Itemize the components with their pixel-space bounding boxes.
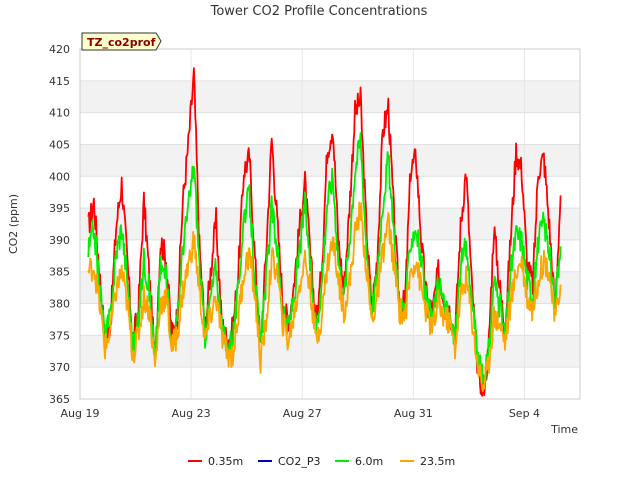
y-tick-label: 385 (49, 266, 70, 279)
y-tick-label: 365 (49, 393, 70, 406)
x-tick-label: Aug 23 (172, 407, 211, 420)
y-tick-label: 370 (49, 361, 70, 374)
y-tick-label: 420 (49, 43, 70, 56)
y-tick-label: 375 (49, 329, 70, 342)
plot-band (80, 335, 580, 368)
x-tick-label: Aug 31 (394, 407, 433, 420)
y-axis-ticks: 365 370 375 380 385 390 395 400 405 410 415 420 (49, 43, 70, 406)
badge-text: TZ_co2prof (87, 36, 156, 49)
series-line-23-5m (87, 201, 562, 393)
badge-box (81, 32, 162, 51)
chart-title: Tower CO2 Profile Concentrations (210, 4, 428, 19)
y-tick-label: 410 (49, 107, 70, 120)
x-tick-label: Aug 19 (61, 407, 100, 420)
y-tick-label: 405 (49, 138, 70, 151)
y-tick-label: 395 (49, 202, 70, 215)
y-tick-label: 390 (49, 234, 70, 247)
legend-label: CO2_P3 (278, 455, 320, 468)
series-layer (87, 67, 562, 397)
legend-label: 0.35m (208, 455, 243, 468)
x-axis-ticks: Aug 19 Aug 23 Aug 27 Aug 31 Sep 4 (61, 407, 541, 420)
y-axis-title: CO2 (ppm) (7, 194, 20, 254)
site-badge: TZ_co2prof (81, 32, 162, 51)
plot-bands (80, 80, 580, 368)
plot-band (80, 208, 580, 240)
plot-band (80, 271, 580, 304)
x-tick-label: Aug 27 (283, 407, 322, 420)
plot-band (80, 80, 580, 113)
legend: 0.35m CO2_P3 6.0m 23.5m (188, 455, 455, 468)
y-tick-label: 400 (49, 170, 70, 183)
y-tick-label: 380 (49, 298, 70, 311)
x-tick-label: Sep 4 (509, 407, 540, 420)
x-axis-title: Time (550, 423, 578, 436)
y-tick-label: 415 (49, 75, 70, 88)
legend-label: 23.5m (420, 455, 455, 468)
legend-label: 6.0m (355, 455, 383, 468)
plot-frame (79, 48, 581, 400)
